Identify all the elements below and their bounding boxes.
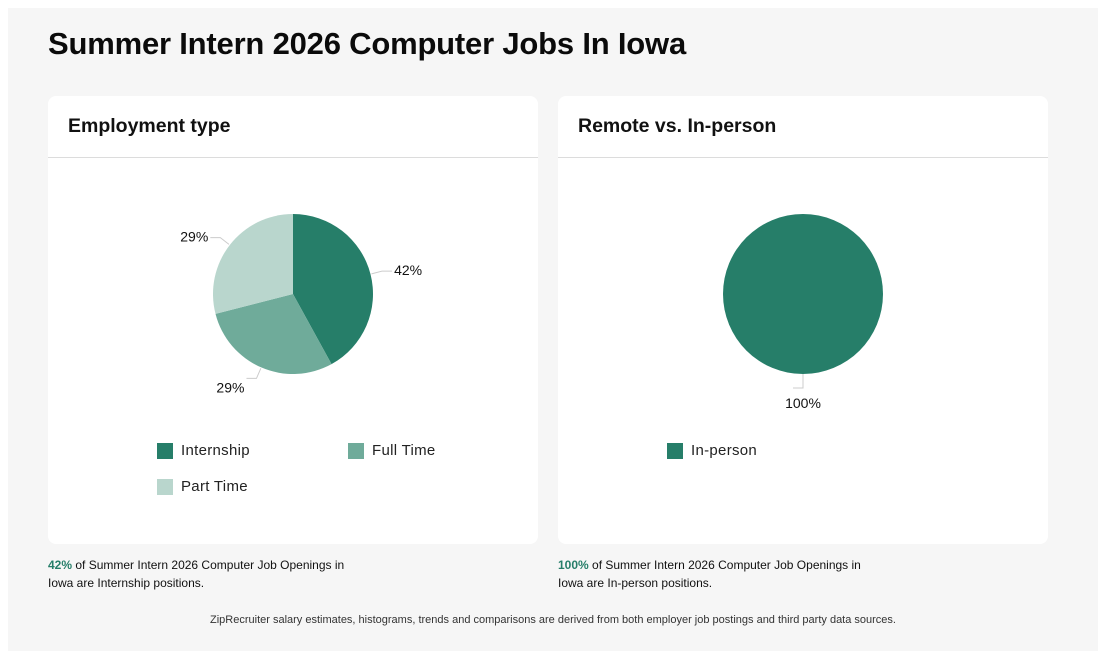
remote-vs-in-person-pie-chart: 100% [723, 214, 883, 411]
pie-slice-full-time[interactable] [215, 294, 332, 374]
legend-item-internship[interactable]: Internship [157, 442, 250, 459]
pie-label-full-time: 29% [216, 379, 244, 395]
card-title: Remote vs. In-person [578, 115, 777, 137]
pie-label-part-time: 29% [180, 229, 208, 245]
footer-disclaimer: ZipRecruiter salary estimates, histogram… [210, 614, 896, 626]
pie-label-leader [371, 270, 393, 275]
employment-type-caption: 42% of Summer Intern 2026 Computer Job O… [48, 556, 368, 592]
remote-vs-in-person-card: Remote vs. In-person 100% In-person [558, 96, 1048, 544]
card-header: Remote vs. In-person [558, 96, 1048, 158]
employment-type-pie-chart: 42% 29% 29% [180, 214, 422, 395]
legend-label: In-person [691, 442, 758, 459]
caption-text: of Summer Intern 2026 Computer Job Openi… [48, 558, 345, 590]
caption-percent: 42% [48, 558, 73, 572]
pie-label-leader [210, 237, 230, 245]
pie-slice-internship[interactable] [293, 214, 373, 365]
remote-caption: 100% of Summer Intern 2026 Computer Job … [558, 556, 878, 592]
card-header: Employment type [48, 96, 538, 158]
legend-swatch [157, 442, 173, 459]
legend-swatch [667, 442, 683, 459]
employment-type-card: Employment type 42% 29% 29% Internship Ful… [48, 96, 538, 544]
page-title: Summer Intern 2026 Computer Jobs In Iowa [48, 26, 686, 61]
pie-label-leader [246, 368, 262, 379]
page-frame: Summer Intern 2026 Computer Jobs In Iowa… [8, 8, 1098, 651]
legend-item-full-time[interactable]: Full Time [348, 442, 436, 459]
pie-slice-part-time[interactable] [213, 214, 293, 314]
pie-label-leader [793, 374, 804, 389]
pie-label-internship: 42% [394, 262, 422, 278]
caption-text: of Summer Intern 2026 Computer Job Openi… [558, 558, 861, 590]
legend-swatch [157, 478, 173, 495]
card-title: Employment type [68, 115, 231, 137]
pie-label-in-person: 100% [785, 395, 821, 411]
legend-item-part-time[interactable]: Part Time [157, 478, 248, 495]
legend-label: Part Time [181, 478, 248, 495]
legend-label: Full Time [372, 442, 436, 459]
pie-slice-in-person[interactable] [723, 214, 883, 374]
caption-percent: 100% [558, 558, 589, 572]
legend-item-in-person[interactable]: In-person [667, 442, 757, 459]
legend-swatch [348, 442, 364, 459]
legend-label: Internship [181, 442, 250, 459]
